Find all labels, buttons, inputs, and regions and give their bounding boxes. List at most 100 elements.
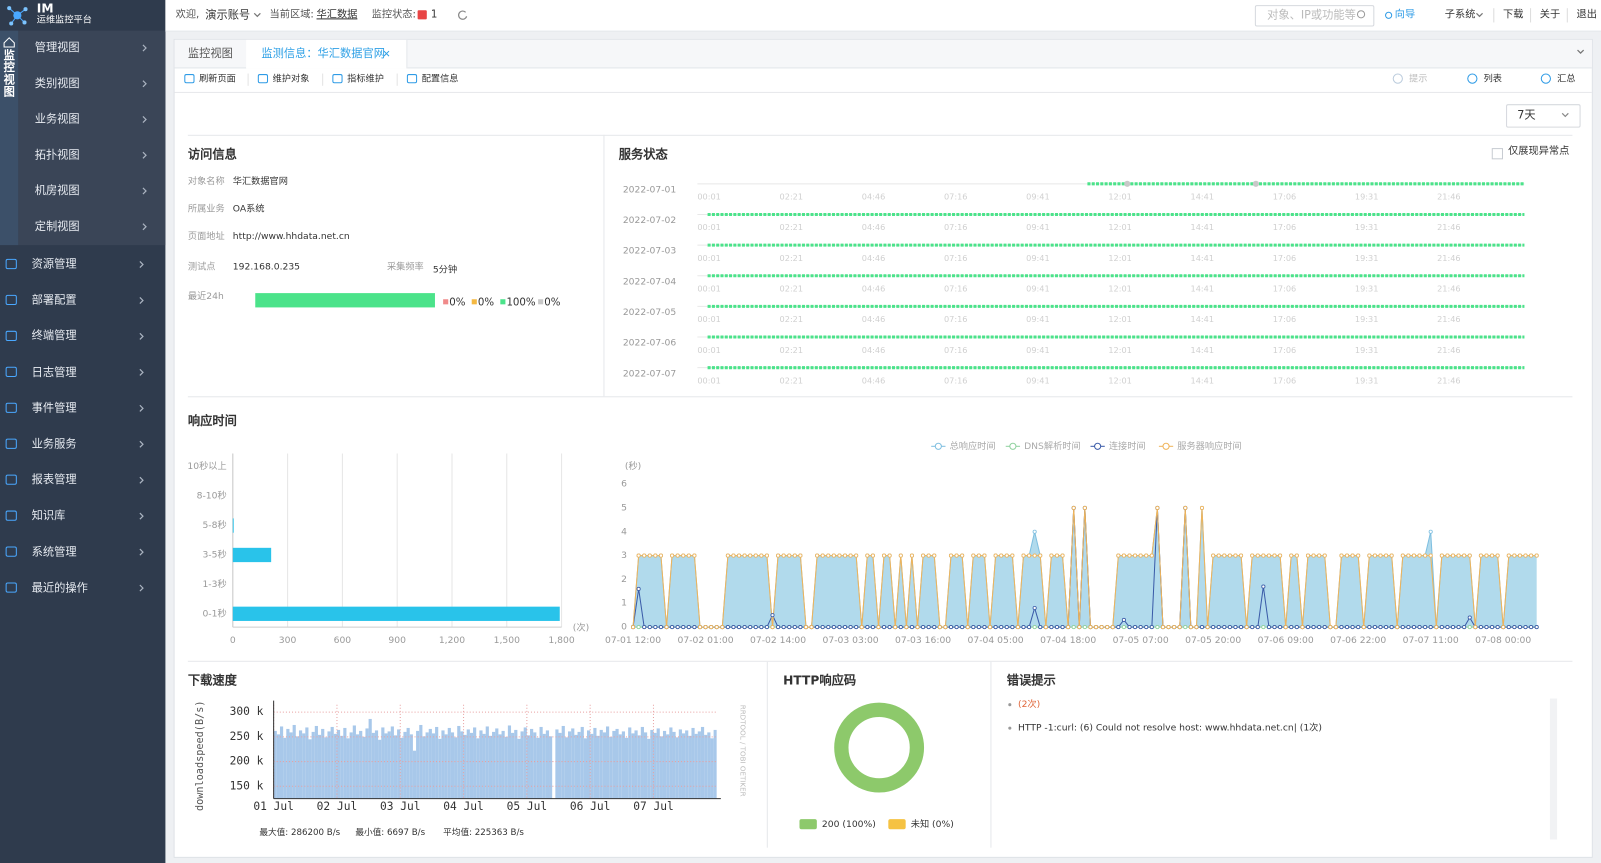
- point: [1490, 625, 1495, 630]
- date-label: 2022-07-05: [623, 307, 677, 318]
- bar: [441, 730, 445, 799]
- menu-item[interactable]: 定制视图: [34, 219, 80, 233]
- point: [1177, 625, 1182, 630]
- bar: [232, 547, 272, 563]
- point: [1227, 625, 1232, 630]
- menu-item[interactable]: 业务视图: [34, 112, 80, 126]
- menu-item[interactable]: 事件管理: [31, 401, 77, 415]
- region[interactable]: 华汇数据: [316, 9, 358, 21]
- point: [692, 625, 697, 630]
- x-tick-label: 07-04 18:00: [1040, 635, 1096, 646]
- field-label: 最近24h: [187, 292, 224, 303]
- toolbar-button[interactable]: 刷新页面: [199, 74, 236, 85]
- status-point: [1252, 180, 1259, 187]
- point: [1233, 625, 1238, 630]
- point: [820, 625, 825, 630]
- y-tick-label: 8-10秒: [197, 490, 227, 502]
- point: [1099, 625, 1104, 630]
- menu-item[interactable]: 类别视图: [34, 76, 80, 90]
- point: [1032, 529, 1037, 534]
- menu-item[interactable]: 系统管理: [31, 544, 77, 559]
- menu-item[interactable]: 知识库: [31, 509, 66, 523]
- bar: [545, 730, 550, 799]
- bar: [403, 731, 407, 799]
- bar: [628, 727, 632, 799]
- menu-item[interactable]: 日志管理: [31, 365, 77, 379]
- header-link[interactable]: 退出: [1576, 9, 1597, 21]
- bar: [593, 727, 597, 799]
- guide-link[interactable]: 向导: [1394, 9, 1416, 21]
- point: [764, 553, 769, 558]
- tab-label[interactable]: 监控视图: [187, 46, 233, 61]
- toolbar-button[interactable]: 列表: [1483, 74, 1502, 85]
- menu-item[interactable]: 业务服务: [31, 437, 77, 451]
- menu-item[interactable]: 部署配置: [31, 293, 77, 307]
- time-label: 19:31: [1355, 345, 1379, 355]
- menu-item[interactable]: 终端管理: [31, 329, 77, 343]
- tab-active[interactable]: [246, 39, 408, 69]
- range-select[interactable]: [1506, 104, 1581, 128]
- point: [776, 625, 781, 630]
- point: [770, 625, 775, 630]
- sidebar-tab-label[interactable]: 监控视图: [2, 49, 16, 99]
- header-link[interactable]: 下载: [1502, 9, 1524, 21]
- time-label: 00:01: [697, 222, 721, 232]
- chevron: [142, 151, 147, 159]
- chevron: [139, 368, 144, 376]
- bar: [631, 733, 635, 799]
- date-label: 2022-07-02: [623, 215, 676, 226]
- point: [1205, 625, 1210, 630]
- user-name[interactable]: 演示账号: [205, 8, 251, 22]
- point: [926, 553, 931, 558]
- point: [681, 625, 686, 630]
- toolbar-button[interactable]: 配置信息: [421, 74, 459, 85]
- toolbar-icon: [184, 74, 195, 84]
- range-value[interactable]: 7天: [1517, 108, 1536, 122]
- toolbar-button[interactable]: 指标维护: [347, 74, 384, 85]
- menu-item[interactable]: 机房视图: [34, 183, 80, 198]
- date-label: 2022-07-04: [623, 276, 677, 287]
- point: [686, 625, 691, 630]
- time-label: 12:01: [1108, 192, 1132, 202]
- point: [1010, 625, 1015, 630]
- x-tick-label: 07-02 01:00: [678, 635, 734, 646]
- point: [1350, 553, 1355, 558]
- menu-item[interactable]: 资源管理: [31, 257, 77, 271]
- point: [642, 625, 647, 630]
- time-label: 09:41: [1026, 222, 1050, 232]
- toolbar-button[interactable]: 汇总: [1557, 74, 1576, 85]
- search-box[interactable]: [1254, 5, 1375, 27]
- point: [1183, 505, 1188, 510]
- point: [1066, 625, 1071, 630]
- point: [776, 553, 781, 558]
- menu-item[interactable]: 报表管理: [31, 473, 77, 487]
- point: [937, 625, 942, 630]
- chevron: [139, 512, 144, 520]
- point: [887, 553, 892, 558]
- point: [1255, 625, 1260, 630]
- bar: [444, 734, 448, 799]
- point: [636, 586, 641, 591]
- bar: [704, 734, 708, 799]
- toolbar-button[interactable]: 维护对象: [272, 74, 310, 85]
- tab-label[interactable]: 监测信息：华汇数据官网: [261, 46, 385, 61]
- menu-item[interactable]: 管理视图: [34, 40, 80, 55]
- toolbar-divider: [174, 91, 1592, 93]
- menu-item[interactable]: 拓扑视图: [34, 148, 80, 162]
- subsystem-link[interactable]: 子系统: [1444, 9, 1476, 21]
- point: [1266, 553, 1271, 558]
- menu-item[interactable]: 最近的操作: [31, 580, 88, 595]
- date-label: 2022-07-07: [623, 368, 677, 379]
- point: [1138, 553, 1143, 558]
- x-tick-label: 300: [279, 635, 297, 646]
- toolbar-button[interactable]: 提示: [1409, 74, 1428, 85]
- point: [1261, 625, 1266, 630]
- filter-label[interactable]: 仅展现异常点: [1508, 146, 1570, 158]
- time-label: 00:01: [697, 192, 721, 202]
- checkbox[interactable]: [1491, 148, 1503, 160]
- point: [987, 625, 993, 630]
- bar: [390, 726, 394, 799]
- header-link[interactable]: 关于: [1539, 9, 1561, 21]
- x-tick-label: 07-06 22:00: [1330, 635, 1386, 646]
